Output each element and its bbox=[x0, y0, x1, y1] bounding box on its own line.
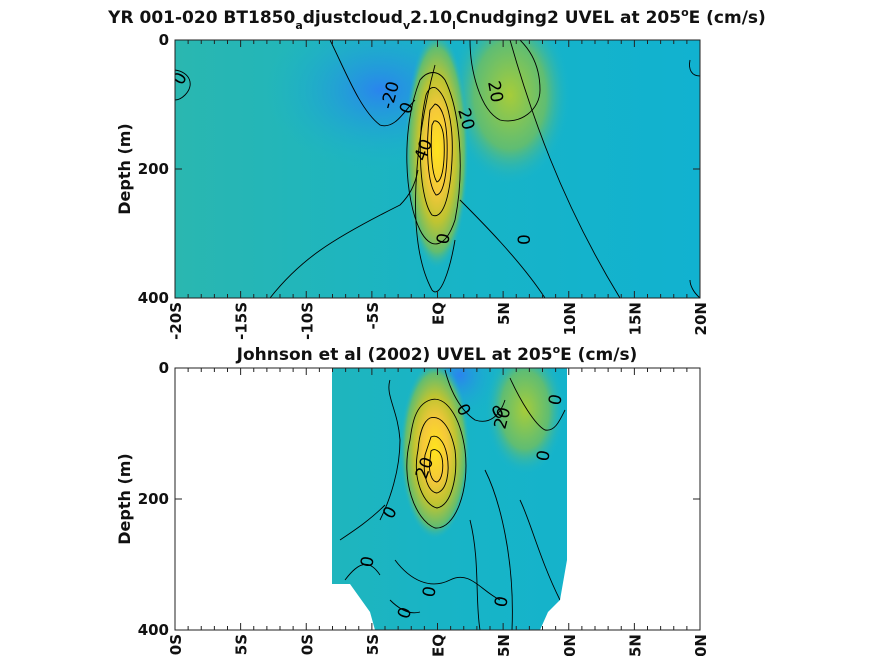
panel-2-ticks: -20S -15S -10S -5S EQ 5N 10N 15N 20N 0 200 400 bbox=[138, 359, 710, 656]
y-tick-label: 400 bbox=[138, 621, 169, 639]
y-tick-label: 400 bbox=[138, 289, 169, 307]
panel-2-field: 0 20 20 0 0 0 0 0 0 0 0 bbox=[332, 368, 567, 630]
x-tick-label: -20S bbox=[167, 634, 185, 656]
panel-1-contours bbox=[175, 40, 700, 298]
panel-2-contour-label: 0 bbox=[491, 595, 513, 609]
panel-2-ylabel: Depth (m) bbox=[115, 453, 134, 545]
panel-2-contours bbox=[339, 369, 566, 630]
panel-1-contour-label: 0 bbox=[433, 232, 455, 246]
panel-1-field: 0 -20 0 20 20 40 0 0 bbox=[175, 40, 700, 298]
y-tick-label: 0 bbox=[159, 359, 169, 377]
x-tick-label: 10N bbox=[561, 634, 579, 656]
x-tick-label: -5S bbox=[364, 634, 382, 656]
x-tick-label: 5N bbox=[495, 634, 513, 656]
panel-1-core bbox=[405, 40, 469, 270]
x-tick-label: -15S bbox=[233, 634, 251, 656]
panel-2-contour-label: 0 bbox=[357, 555, 379, 569]
panel-2: Johnson et al (2002) UVEL at 205oE (cm/s… bbox=[115, 343, 710, 656]
panel-2-eastward-jet bbox=[485, 368, 565, 475]
y-tick-label: 200 bbox=[138, 160, 169, 178]
x-tick-label: EQ bbox=[430, 634, 448, 656]
panel-1-contour-label: 20 bbox=[483, 79, 506, 104]
x-tick-label: 5N bbox=[495, 302, 513, 325]
x-tick-label: 15N bbox=[626, 302, 644, 335]
x-tick-label: 20N bbox=[692, 634, 710, 656]
x-tick-label: 15N bbox=[626, 634, 644, 656]
x-tick-label: -10S bbox=[298, 634, 316, 656]
panel-2-contour-label: 0 bbox=[545, 393, 567, 407]
panel-1-title: YR 001-020 BT1850adjustcloudv2.10lCnudgi… bbox=[107, 6, 766, 32]
panel-1-ylabel: Depth (m) bbox=[115, 123, 134, 215]
x-tick-label: 10N bbox=[561, 302, 579, 335]
x-tick-label: -10S bbox=[298, 302, 316, 340]
y-tick-label: 200 bbox=[138, 490, 169, 508]
x-tick-label: -5S bbox=[364, 302, 382, 329]
x-tick-label: EQ bbox=[430, 302, 448, 325]
panel-1: YR 001-020 BT1850adjustcloudv2.10lCnudgi… bbox=[107, 6, 766, 340]
y-tick-label: 0 bbox=[159, 31, 169, 49]
panel-1-eastward-jet bbox=[450, 40, 570, 185]
panel-2-title: Johnson et al (2002) UVEL at 205oE (cm/s… bbox=[236, 343, 638, 365]
panel-2-contour-label: 0 bbox=[419, 585, 441, 599]
panel-2-contour-label: 0 bbox=[533, 449, 555, 463]
panel-1-contour-label: 0 bbox=[515, 234, 535, 245]
x-tick-label: 20N bbox=[692, 302, 710, 335]
x-tick-label: -15S bbox=[233, 302, 251, 340]
x-tick-label: -20S bbox=[167, 302, 185, 340]
